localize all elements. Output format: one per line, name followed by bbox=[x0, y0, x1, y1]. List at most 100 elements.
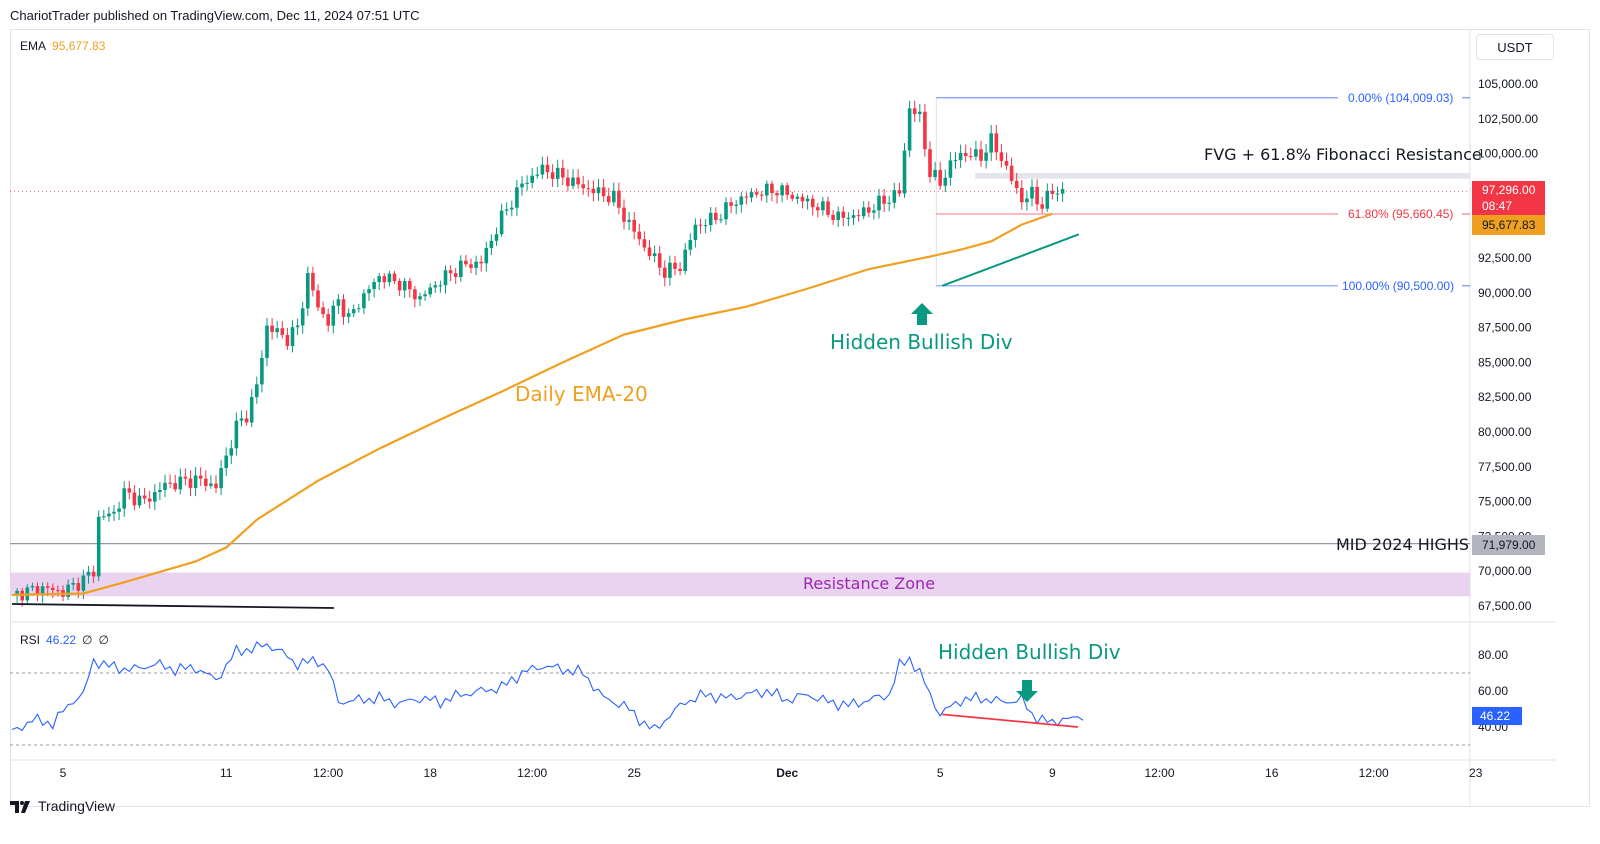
fvg-zone-rect bbox=[975, 173, 1470, 179]
candle-body bbox=[1060, 189, 1065, 194]
annotation-resistance-zone: Resistance Zone bbox=[803, 574, 936, 593]
candle-body bbox=[469, 264, 473, 268]
candle-body bbox=[851, 215, 856, 218]
candle-body bbox=[1055, 193, 1060, 195]
candle-body bbox=[198, 475, 203, 479]
candle-body bbox=[795, 196, 800, 199]
tradingview-footer[interactable]: TradingView bbox=[10, 798, 115, 814]
candle-body bbox=[810, 198, 815, 208]
up-arrow-icon bbox=[911, 303, 933, 325]
tradingview-brand-label: TradingView bbox=[38, 798, 116, 814]
candle-body bbox=[249, 397, 254, 423]
candle-body bbox=[698, 224, 703, 226]
price-divergence-line bbox=[941, 233, 1080, 287]
candle-body bbox=[229, 448, 234, 456]
candle-body bbox=[438, 285, 443, 287]
candle-body bbox=[239, 418, 244, 421]
candle-body bbox=[627, 219, 631, 222]
candle-body bbox=[117, 508, 121, 512]
candle-body bbox=[219, 468, 223, 489]
candle-body bbox=[668, 262, 672, 278]
candle-body bbox=[504, 209, 509, 211]
candle-body bbox=[867, 207, 871, 213]
candle-body bbox=[912, 108, 917, 115]
candle-body bbox=[892, 190, 897, 203]
candle-body bbox=[285, 334, 290, 346]
candle-body bbox=[566, 177, 570, 186]
rsi-legend-na-1: ∅ bbox=[82, 633, 93, 647]
time-axis-tick-label: 12:00 bbox=[1144, 766, 1174, 780]
time-axis-tick-label: 16 bbox=[1265, 766, 1279, 780]
candle-body bbox=[112, 511, 116, 514]
candle-body bbox=[678, 268, 682, 272]
time-axis-tick-label: 12:00 bbox=[313, 766, 343, 780]
candle-body bbox=[275, 328, 279, 333]
candle-body bbox=[147, 498, 152, 502]
candle-body bbox=[204, 478, 208, 486]
candle-body bbox=[66, 584, 70, 597]
candle-body bbox=[137, 495, 142, 506]
candle-body bbox=[969, 155, 973, 157]
price-axis-tick-label: 102,500.00 bbox=[1478, 112, 1538, 126]
candle-body bbox=[464, 260, 468, 265]
price-axis-tick-label: 105,000.00 bbox=[1478, 77, 1538, 91]
mid-highs-price-tag: 71,979.00 bbox=[1472, 535, 1545, 555]
candle-body bbox=[295, 325, 300, 328]
candle-body bbox=[994, 133, 999, 153]
candle-body bbox=[703, 225, 708, 227]
candle-body bbox=[265, 325, 269, 359]
annotation-daily-ema: Daily EMA-20 bbox=[515, 382, 648, 406]
candle-body bbox=[183, 476, 188, 479]
candle-body bbox=[923, 111, 927, 150]
candle-body bbox=[306, 272, 310, 309]
candle-body bbox=[96, 516, 101, 577]
time-axis-tick-label: 18 bbox=[424, 766, 438, 780]
candle-body bbox=[489, 240, 494, 248]
candle-body bbox=[938, 169, 942, 186]
candle-body bbox=[408, 280, 412, 290]
candle-body bbox=[632, 219, 636, 232]
candle-body bbox=[234, 420, 239, 449]
time-axis-tick-label: 12:00 bbox=[517, 766, 547, 780]
time-axis-tick-label: 11 bbox=[220, 766, 233, 780]
ema-legend[interactable]: EMA 95,677.83 bbox=[20, 39, 105, 53]
candle-body bbox=[887, 202, 891, 204]
candle-body bbox=[872, 210, 876, 213]
candle-body bbox=[357, 308, 361, 310]
candle-body bbox=[688, 239, 693, 250]
candle-body bbox=[413, 289, 417, 300]
candle-body bbox=[168, 482, 172, 484]
rsi-legend[interactable]: RSI 46.22 ∅ ∅ bbox=[20, 633, 109, 647]
candle-body bbox=[280, 328, 285, 335]
candle-body bbox=[958, 152, 963, 161]
candle-body bbox=[499, 210, 504, 235]
candle-body bbox=[933, 169, 937, 178]
candle-body bbox=[856, 215, 861, 217]
candle-body bbox=[448, 270, 453, 274]
rsi-legend-value: 46.22 bbox=[46, 633, 77, 647]
candle-body bbox=[163, 482, 167, 490]
candle-body bbox=[530, 175, 534, 183]
time-axis-tick-label: 9 bbox=[1049, 766, 1056, 780]
last-price-tag: 97,296.00 08:47 bbox=[1472, 181, 1545, 215]
candle-body bbox=[581, 184, 585, 189]
candle-countdown: 08:47 bbox=[1482, 199, 1513, 213]
candle-body bbox=[647, 247, 652, 257]
candle-body bbox=[637, 231, 642, 240]
candle-body bbox=[561, 167, 565, 178]
candle-body bbox=[346, 313, 351, 317]
ema-price-tag: 95,677.83 bbox=[1472, 215, 1545, 235]
candle-body bbox=[907, 108, 912, 151]
candle-body bbox=[724, 202, 728, 220]
candle-body bbox=[770, 183, 774, 194]
candle-body bbox=[846, 217, 851, 219]
chart-frame[interactable] bbox=[10, 29, 1590, 807]
candle-body bbox=[453, 273, 458, 277]
candle-body bbox=[392, 273, 397, 282]
candle-body bbox=[759, 194, 764, 196]
currency-button[interactable]: USDT bbox=[1476, 34, 1554, 60]
rsi-line bbox=[11, 640, 1084, 732]
candle-body bbox=[683, 249, 687, 272]
candle-body bbox=[40, 586, 45, 596]
